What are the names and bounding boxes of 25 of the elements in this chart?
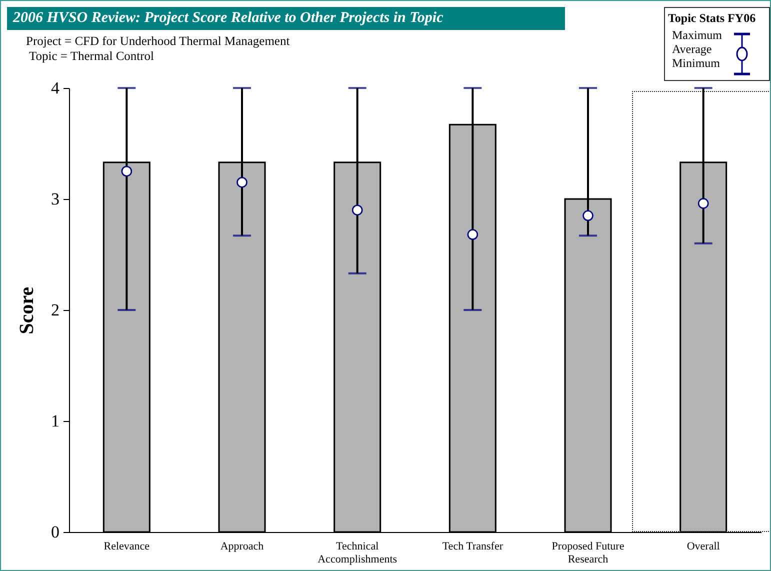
point: [467, 229, 478, 240]
y-tick-label: 1: [51, 412, 60, 430]
point: [352, 204, 363, 216]
text: Minimum: [672, 56, 720, 70]
y-tick-label: 3: [51, 190, 60, 208]
y-tick-label: 2: [51, 300, 60, 320]
x-tick-label: Proposed Future Research: [552, 540, 624, 566]
legend-title: Topic Stats FY06: [668, 11, 756, 26]
x-tick-label: Approach: [220, 540, 264, 552]
text: Maximum: [672, 28, 722, 42]
y-tick-label: 4: [51, 78, 60, 98]
x-tick-label: Tech Transfer: [442, 540, 504, 552]
x-tick-label: Relevance: [104, 540, 150, 552]
chart-title: 2006 HVSO Review: Project Score Relative to Other Projects in Topic: [7, 7, 565, 30]
x-tick-label: Technical Accomplishments: [318, 540, 398, 566]
chart-subtitle: Project = CFD for Underhood Thermal Management: [26, 34, 290, 49]
x-tick-label: Overall: [686, 540, 720, 552]
point: [236, 176, 248, 188]
point: [582, 210, 594, 222]
y-tick-label: 0: [51, 522, 60, 542]
point: [698, 198, 709, 209]
legend-label: Average: [672, 42, 712, 56]
text: Topic = Thermal Control: [28, 49, 156, 64]
point: [121, 166, 132, 177]
y-axis-title: Score: [16, 286, 38, 334]
